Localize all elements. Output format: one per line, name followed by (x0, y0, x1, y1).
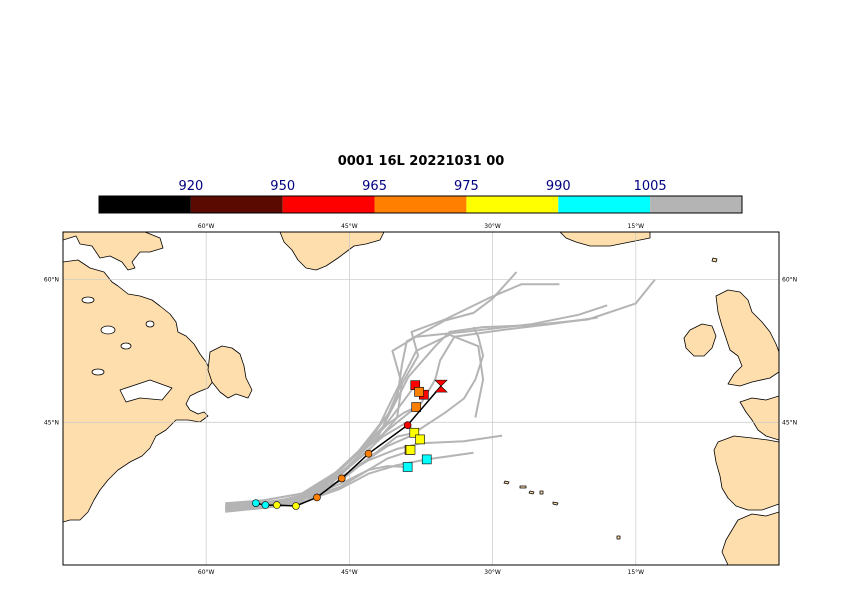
land-ireland (683, 323, 717, 357)
main-track-end-marker (434, 379, 448, 393)
main-track-point (252, 499, 260, 507)
colorbar-label: 990 (546, 179, 571, 194)
main-track-point (403, 421, 412, 429)
pressure-colorbar: 920 950 965 975 990 1005 (98, 179, 743, 214)
colorbar-segment (282, 196, 375, 213)
lakes (81, 296, 173, 403)
colorbar-segment (99, 196, 191, 213)
land-britain (715, 289, 779, 387)
lon-tick-label: 30°W (484, 569, 501, 576)
lat-tick-label: 60°N (44, 277, 59, 284)
colorbar-label: 965 (362, 179, 387, 194)
lon-tick-label: 15°W (628, 569, 645, 576)
land-iceland (559, 232, 651, 247)
lon-tick-label: 45°W (341, 569, 358, 576)
lon-tick-label: 60°W (198, 223, 215, 230)
colorbar-segment (466, 196, 559, 213)
ensemble-end-marker (414, 387, 424, 397)
colorbar-label: 975 (454, 179, 479, 194)
main-track-point (292, 502, 300, 510)
ensemble-track-line (225, 406, 417, 510)
lon-tick-label: 30°W (484, 223, 501, 230)
colorbar-segment (190, 196, 283, 213)
main-track-point (364, 449, 373, 458)
colorbar-frame (98, 195, 743, 214)
ensemble-end-marker (411, 402, 422, 412)
lon-tick-label: 60°W (198, 569, 215, 576)
lat-tick-label: 60°N (782, 277, 797, 284)
ensemble-end-marker (402, 462, 413, 472)
axis-tick-labels: 60°W 60°W 45°W 45°W 30°W 30°W 15°W 15°W 60°N 60°N… (44, 223, 797, 576)
colorbar-segment (374, 196, 467, 213)
land-france (739, 395, 779, 441)
ensemble-track-line (225, 451, 474, 512)
lat-tick-label: 45°N (44, 419, 59, 426)
main-track (252, 379, 448, 510)
colorbar-segments (98, 195, 743, 214)
main-track-point (313, 493, 321, 502)
ensemble-track-line (225, 434, 503, 505)
land-north-america (63, 232, 164, 271)
land-greenland (279, 232, 385, 271)
colorbar-label: 920 (178, 179, 203, 194)
ensemble-end-marker (405, 445, 416, 455)
map-gridlines (63, 232, 779, 565)
main-track-point (337, 474, 346, 483)
ensemble-tracks (225, 271, 656, 513)
lon-tick-label: 45°W (341, 223, 358, 230)
ensemble-end-marker (421, 454, 432, 465)
main-track-point (273, 501, 281, 509)
main-track-point (261, 501, 270, 509)
land-iberia (713, 435, 779, 511)
colorbar-label: 950 (270, 179, 295, 194)
land-azores-islands (503, 257, 718, 540)
ensemble-end-marker (409, 427, 420, 438)
land-africa (721, 511, 779, 565)
colorbar-labels: 920 950 965 975 990 1005 (178, 179, 666, 194)
ensemble-end-marker (415, 434, 425, 445)
map-frame (62, 231, 780, 566)
ensemble-endpoints (402, 380, 432, 472)
land-masses (63, 232, 779, 565)
colorbar-segment (558, 196, 651, 213)
lat-tick-label: 45°N (782, 419, 797, 426)
colorbar-segment (650, 196, 742, 213)
colorbar-label: 1005 (634, 179, 667, 194)
chart-title: 0001 16L 20221031 00 (337, 154, 505, 169)
land-newfoundland (207, 345, 253, 399)
lon-tick-label: 15°W (628, 223, 645, 230)
